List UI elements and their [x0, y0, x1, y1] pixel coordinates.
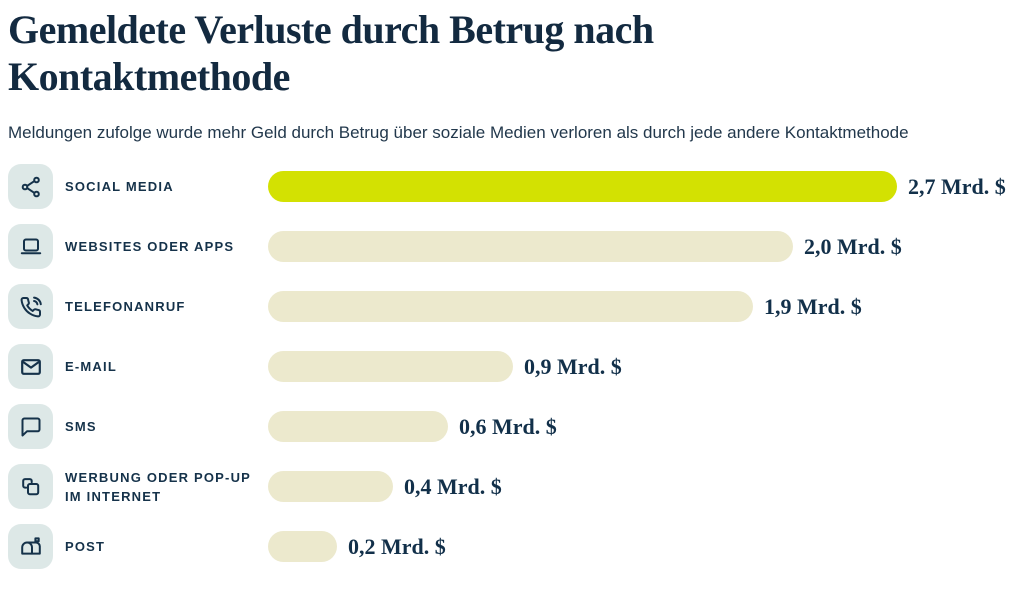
share-nodes-icon — [21, 176, 40, 197]
chat-bubble-icon — [21, 417, 40, 436]
bar-werbung-oder-pop-up — [268, 471, 393, 502]
bar-websites-oder-apps — [268, 231, 793, 262]
fraud-loss-bar-chart: SOCIAL MEDIA 2,7 Mrd. $ WEBSITES ODER AP… — [8, 164, 1024, 569]
chart-row-telefonanruf: TELEFONANRUF 1,9 Mrd. $ — [8, 284, 1024, 329]
value-label: 0,4 Mrd. $ — [404, 473, 502, 499]
category-label: POST — [65, 539, 106, 554]
category-label: E-MAIL — [65, 359, 117, 374]
chart-row-werbung-oder-pop-up: WERBUNG ODER POP-UP IM INTERNET 0,4 Mrd.… — [8, 464, 1024, 509]
bar-telefonanruf — [268, 291, 753, 322]
icon-tile — [8, 284, 53, 329]
chart-row-e-mail: E-MAIL 0,9 Mrd. $ — [8, 344, 1024, 389]
category-label: WEBSITES ODER APPS — [65, 239, 235, 254]
popup-windows-icon — [21, 477, 39, 495]
bar-social-media — [268, 171, 897, 202]
laptop-icon — [20, 238, 41, 254]
value-label: 0,9 Mrd. $ — [524, 353, 622, 379]
bar-post — [268, 531, 337, 562]
chart-row-social-media: SOCIAL MEDIA 2,7 Mrd. $ — [8, 164, 1024, 209]
chart-row-websites-oder-apps: WEBSITES ODER APPS 2,0 Mrd. $ — [8, 224, 1024, 269]
icon-tile — [8, 164, 53, 209]
chart-row-sms: SMS 0,6 Mrd. $ — [8, 404, 1024, 449]
value-label: 1,9 Mrd. $ — [764, 293, 862, 319]
icon-tile — [8, 464, 53, 509]
chart-row-post: POST 0,2 Mrd. $ — [8, 524, 1024, 569]
page-title: Gemeldete Verluste durch Betrug nach Kon… — [8, 7, 654, 99]
page-subtitle: Meldungen zufolge wurde mehr Geld durch … — [8, 123, 909, 142]
bar-e-mail — [268, 351, 513, 382]
envelope-icon — [20, 358, 41, 375]
phone-call-icon — [20, 296, 42, 317]
icon-tile — [8, 344, 53, 389]
infographic: Gemeldete Verluste durch Betrug nach Kon… — [8, 7, 1024, 569]
category-label: SOCIAL MEDIA — [65, 179, 174, 194]
category-label: TELEFONANRUF — [65, 299, 186, 314]
icon-tile — [8, 524, 53, 569]
value-label: 2,0 Mrd. $ — [804, 233, 902, 259]
mailbox-icon — [20, 536, 41, 555]
category-label: WERBUNG ODER POP-UP IM INTERNET — [65, 469, 251, 504]
value-label: 2,7 Mrd. $ — [908, 173, 1006, 199]
bar-sms — [268, 411, 448, 442]
icon-tile — [8, 404, 53, 449]
category-label: SMS — [65, 419, 97, 434]
value-label: 0,2 Mrd. $ — [348, 533, 446, 559]
icon-tile — [8, 224, 53, 269]
value-label: 0,6 Mrd. $ — [459, 413, 557, 439]
